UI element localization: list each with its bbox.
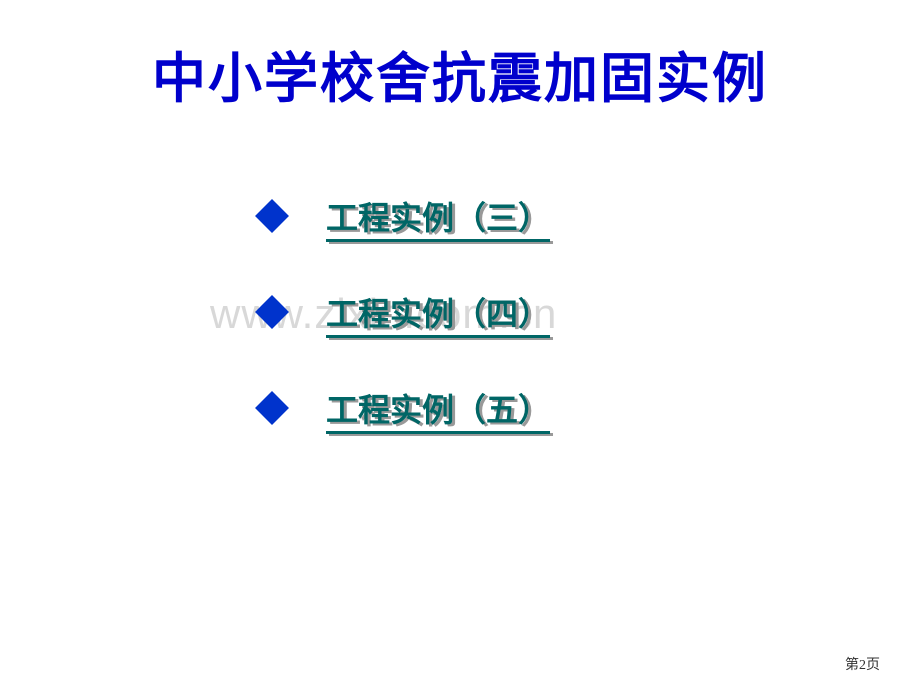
- link-list: 工程实例（三） 工程实例（三） 工程实例（四） 工程实例（四） 工程实例（五） …: [260, 193, 920, 431]
- list-item: 工程实例（五） 工程实例（五）: [260, 385, 920, 431]
- diamond-bullet-icon: [255, 391, 289, 425]
- link-text: 工程实例（五）: [326, 392, 550, 428]
- page-title: 中小学校舍抗震加固实例: [0, 0, 920, 113]
- link-text: 工程实例（三）: [326, 200, 550, 236]
- page-number: 第2页: [845, 654, 880, 674]
- link-text: 工程实例（四）: [326, 296, 550, 332]
- link-wrapper[interactable]: 工程实例（三） 工程实例（三）: [326, 193, 550, 239]
- link-wrapper[interactable]: 工程实例（四） 工程实例（四）: [326, 289, 550, 335]
- diamond-bullet-icon: [255, 295, 289, 329]
- list-item: 工程实例（四） 工程实例（四）: [260, 289, 920, 335]
- diamond-bullet-icon: [255, 199, 289, 233]
- list-item: 工程实例（三） 工程实例（三）: [260, 193, 920, 239]
- link-wrapper[interactable]: 工程实例（五） 工程实例（五）: [326, 385, 550, 431]
